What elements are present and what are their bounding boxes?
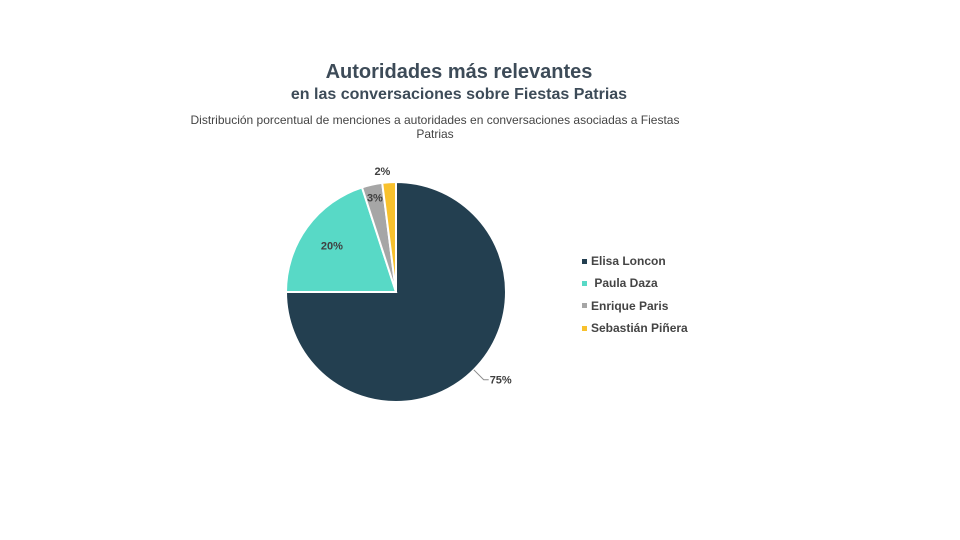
legend-item-elisa-loncon: Elisa Loncon — [582, 250, 688, 272]
chart-subtitle: en las conversaciones sobre Fiestas Patr… — [290, 86, 628, 103]
legend-swatch — [582, 280, 587, 286]
chart-description: Distribución porcentual de menciones a a… — [190, 113, 680, 141]
legend-label: Paula Daza — [591, 276, 658, 291]
legend-item-enrique-paris: Enrique Paris — [582, 295, 688, 317]
chart-title: Autoridades más relevantes — [325, 61, 593, 83]
data-label-elisa-loncon: 75% — [490, 375, 512, 387]
legend-label: Sebastián Piñera — [591, 321, 688, 336]
legend-swatch — [582, 303, 587, 309]
legend-swatch — [582, 325, 587, 331]
pie-slice-paula-daza — [284, 186, 398, 293]
data-label-sebastian-pinera: 2% — [374, 166, 390, 178]
pie-slice-sebastian-pinera — [381, 180, 397, 293]
legend-item-paula-daza: Paula Daza — [582, 272, 688, 294]
legend-label: Elisa Loncon — [591, 254, 666, 269]
chart-legend: Elisa Loncon Paula Daza Enrique Paris Seba… — [582, 250, 688, 339]
legend-item-sebastian-pinera: Sebastián Piñera — [582, 317, 688, 339]
legend-swatch — [582, 258, 587, 264]
leader-line-elisa-loncon — [473, 369, 489, 381]
data-label-enrique-paris: 3% — [367, 193, 383, 205]
legend-label: Enrique Paris — [591, 298, 669, 313]
data-label-paula-daza: 20% — [321, 240, 343, 252]
